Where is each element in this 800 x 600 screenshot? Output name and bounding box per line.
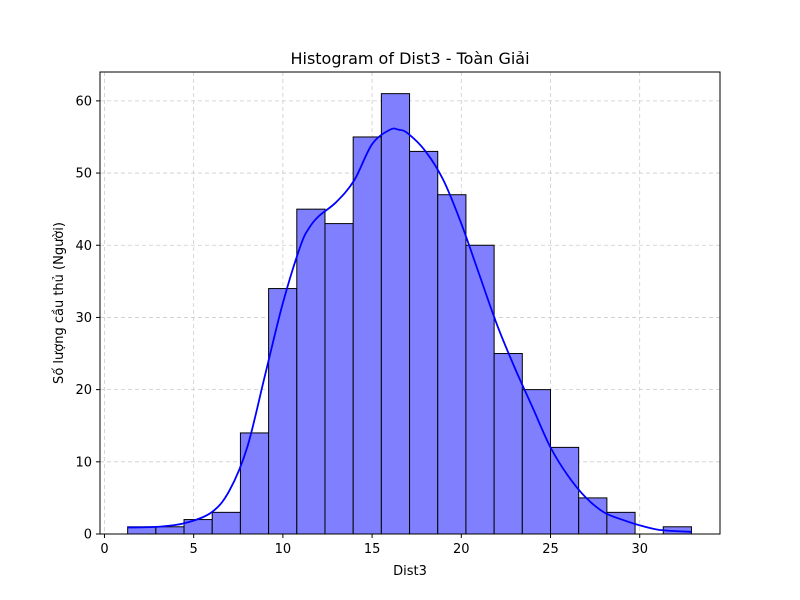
histogram-bar	[296, 208, 326, 535]
y-axis-ticks: 0 10 20 30 40 50 60	[75, 94, 100, 543]
chart-title: Histogram of Dist3 - Toàn Giải	[290, 49, 529, 68]
y-axis-label: Số lượng cầu thủ (Người)	[52, 222, 67, 384]
x-tick-label: 15	[364, 542, 381, 557]
y-tick-label: 50	[75, 167, 92, 182]
x-axis-ticks: 0 5 10 15 20 25 30	[100, 534, 648, 557]
histogram-bar	[380, 93, 411, 535]
histogram-bar	[493, 353, 523, 535]
y-tick-label: 30	[75, 311, 92, 326]
y-tick-label: 10	[75, 455, 92, 470]
y-tick-label: 20	[75, 383, 92, 398]
histogram-bar	[211, 511, 241, 535]
histogram-bar	[155, 526, 185, 535]
histogram-bar	[324, 223, 354, 535]
x-tick-label: 0	[100, 542, 108, 557]
y-tick-label: 0	[84, 528, 92, 543]
y-tick-label: 40	[75, 239, 92, 254]
y-tick-label: 60	[75, 94, 92, 109]
kde-line	[127, 127, 692, 533]
plot-frame	[99, 71, 721, 535]
histogram-bar	[550, 446, 580, 535]
histogram-bar	[465, 244, 495, 535]
x-tick-label: 10	[275, 542, 292, 557]
x-axis-label: Dist3	[393, 564, 427, 579]
histogram-bar	[268, 288, 298, 535]
histogram-bar	[437, 194, 467, 535]
histogram-bars	[127, 93, 692, 535]
histogram-bar	[409, 150, 439, 535]
histogram-bar	[239, 432, 270, 535]
kde-curve-group	[127, 127, 692, 533]
histogram-bar	[521, 389, 552, 535]
x-tick-label: 25	[542, 542, 559, 557]
x-tick-label: 5	[190, 542, 198, 557]
histogram-bar	[352, 136, 382, 535]
x-tick-label: 20	[453, 542, 470, 557]
x-tick-label: 30	[631, 542, 648, 557]
